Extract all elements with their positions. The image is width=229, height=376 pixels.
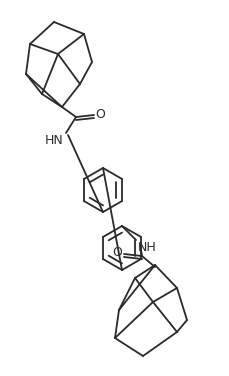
Text: NH: NH <box>138 241 157 254</box>
Text: HN: HN <box>45 134 64 147</box>
Text: O: O <box>112 247 122 259</box>
Text: O: O <box>95 108 105 120</box>
